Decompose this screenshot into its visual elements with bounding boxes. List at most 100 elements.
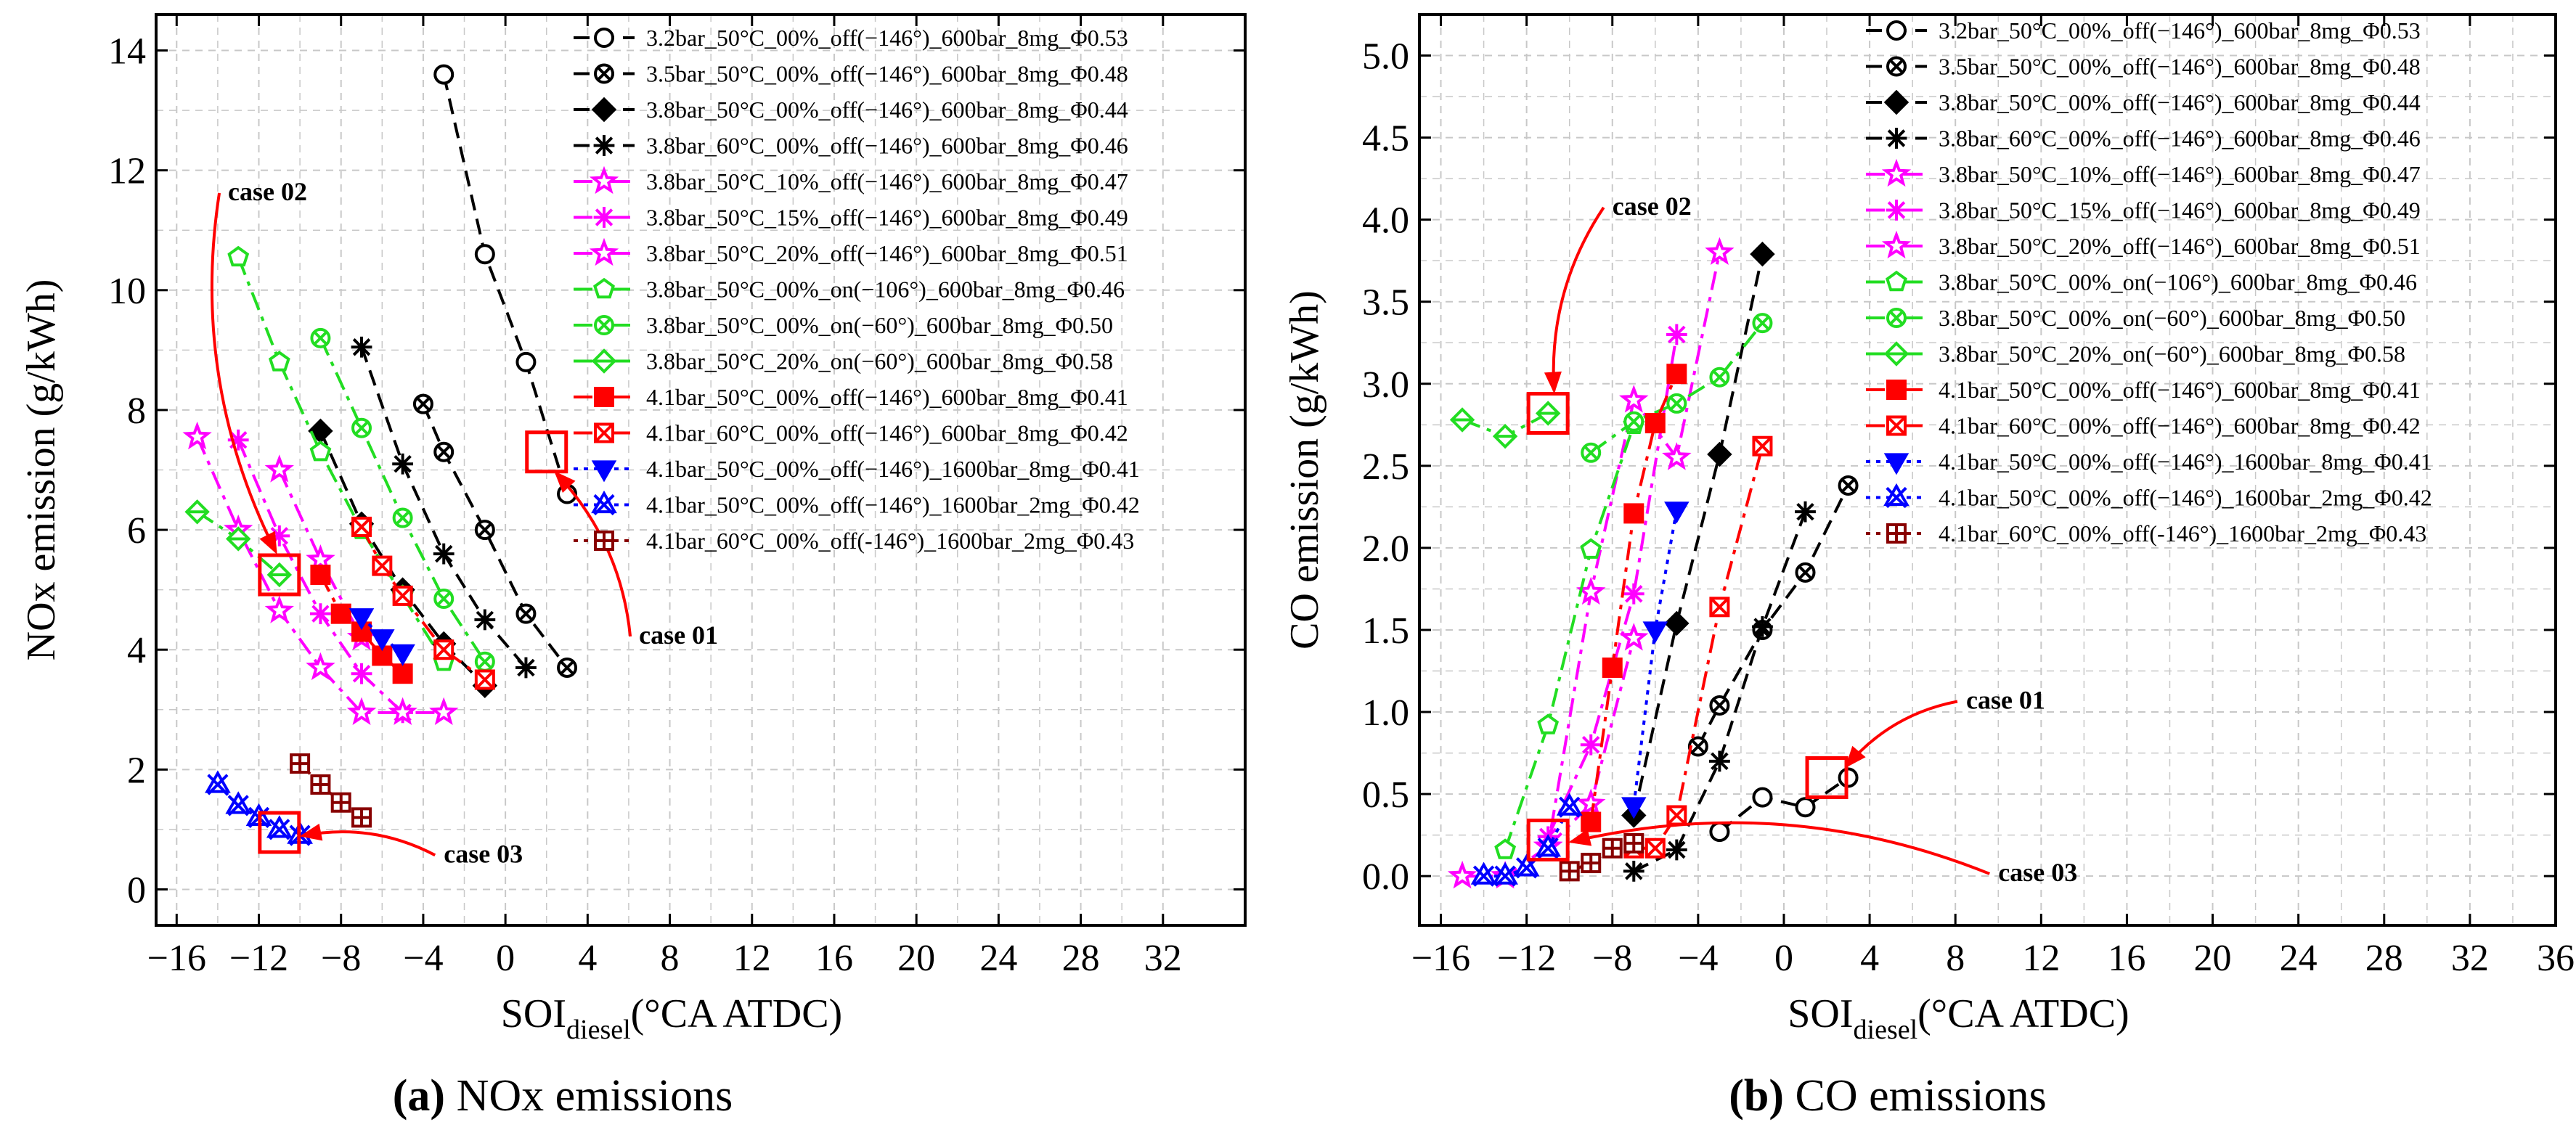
x-tick-label: 20	[897, 938, 935, 979]
data-point	[1581, 811, 1602, 832]
data-point	[392, 453, 414, 475]
legend-label: 3.8bar_50°C_20%_off(−146°)_600bar_8mg_Φ0…	[646, 240, 1128, 266]
y-tick-label: 5.0	[1362, 36, 1409, 78]
x-axis-title-main: SOI	[1788, 991, 1853, 1036]
legend-marker	[593, 207, 615, 228]
gridlines	[156, 15, 1245, 925]
legend-label: 3.8bar_50°C_00%_off(−146°)_600bar_8mg_Φ0…	[1939, 89, 2421, 115]
data-point	[1581, 442, 1602, 463]
data-point	[1708, 750, 1730, 772]
series-2	[412, 393, 578, 678]
legend-marker	[591, 348, 617, 374]
legend-marker	[593, 277, 615, 299]
data-point	[1664, 501, 1690, 524]
data-point	[1709, 597, 1730, 618]
series-9	[310, 327, 495, 672]
caption-a: (a) NOx emissions	[393, 1071, 733, 1121]
data-point	[1618, 385, 1649, 413]
legend-item: 4.1bar_60°C_00%_off(-146°)_1600bar_2mg_Φ…	[1866, 520, 2426, 546]
case-arrow-head	[1544, 371, 1562, 394]
data-point	[1666, 839, 1687, 861]
series-11	[310, 564, 413, 684]
data-point	[1709, 367, 1730, 388]
series-line	[1719, 776, 1849, 833]
case-annotations: case 01 case 02 case 03	[210, 177, 718, 868]
legend-marker	[1881, 230, 1912, 259]
data-point	[1623, 832, 1644, 853]
x-tick-label: 16	[815, 938, 853, 979]
x-axis-title-rest: (°CA ATDC)	[631, 991, 843, 1036]
legend-item: 3.8bar_50°C_10%_off(−146°)_600bar_8mg_Φ0…	[574, 165, 1128, 195]
legend-label: 3.8bar_50°C_15%_off(−146°)_600bar_8mg_Φ0…	[1939, 197, 2421, 224]
x-tick-label: 36	[2537, 938, 2575, 979]
legend-label: 3.2bar_50°C_00%_off(−146°)_600bar_8mg_Φ0…	[646, 25, 1128, 51]
data-point	[474, 520, 495, 541]
legend-item: 3.8bar_50°C_20%_on(−60°)_600bar_8mg_Φ0.5…	[1866, 341, 2405, 367]
y-tick-label: 3.0	[1362, 364, 1409, 406]
data-point	[515, 657, 537, 679]
data-point	[349, 608, 375, 631]
case-label: case 02	[228, 177, 307, 206]
data-point	[1602, 838, 1623, 859]
data-point	[1580, 538, 1602, 559]
data-point	[1838, 475, 1859, 496]
legend-item: 3.8bar_50°C_00%_off(−146°)_600bar_8mg_Φ0…	[574, 97, 1128, 123]
series-13	[349, 608, 415, 666]
caption-b-text: CO emissions	[1784, 1071, 2047, 1121]
y-tick-label: 10	[108, 271, 146, 312]
data-point	[1644, 413, 1666, 434]
x-axis-title-main: SOI	[501, 991, 566, 1036]
data-point	[306, 652, 335, 681]
data-point	[392, 585, 413, 606]
legend-item: 3.8bar_50°C_15%_off(−146°)_600bar_8mg_Φ0…	[1866, 197, 2421, 224]
data-point	[1535, 834, 1562, 859]
x-tick-label: 8	[1946, 938, 1965, 979]
data-point	[266, 562, 293, 588]
case-arrow-head	[554, 470, 576, 494]
legend-label: 4.1bar_60°C_00%_off(−146°)_600bar_8mg_Φ0…	[1939, 413, 2421, 439]
data-point	[1619, 623, 1649, 651]
data-point	[310, 603, 331, 625]
case-arrow	[302, 830, 436, 857]
data-point	[1449, 407, 1475, 433]
case-highlight-box	[1526, 818, 1570, 861]
series-13	[1621, 501, 1690, 819]
series-line	[422, 403, 568, 669]
series-15	[1559, 832, 1644, 882]
legend: 3.2bar_50°C_00%_off(−146°)_600bar_8mg_Φ0…	[574, 25, 1140, 554]
legend-label: 3.2bar_50°C_00%_off(−146°)_600bar_8mg_Φ0…	[1939, 17, 2421, 44]
data-point	[306, 544, 335, 573]
x-tick-label: 20	[2194, 938, 2232, 979]
legend-label: 3.8bar_50°C_00%_on(−60°)_600bar_8mg_Φ0.5…	[646, 312, 1113, 338]
legend-item: 4.1bar_60°C_00%_off(−146°)_600bar_8mg_Φ0…	[574, 420, 1128, 446]
data-point	[1666, 805, 1687, 826]
legend-item: 3.8bar_50°C_20%_off(−146°)_600bar_8mg_Φ0…	[574, 237, 1128, 266]
series-14	[1470, 793, 1583, 887]
legend-item: 3.8bar_60°C_00%_off(−146°)_600bar_8mg_Φ0…	[1866, 126, 2421, 152]
data-point	[225, 526, 251, 552]
plot-frame	[1418, 13, 2557, 927]
legend-marker	[594, 422, 614, 443]
legend-label: 4.1bar_50°C_00%_off(−146°)_600bar_8mg_Φ0…	[1939, 377, 2421, 403]
case-arrow-head	[299, 823, 323, 841]
series-11	[1581, 364, 1687, 832]
caption-b-letter: (b)	[1729, 1071, 1784, 1121]
data-point	[1642, 621, 1668, 644]
legend-marker	[593, 135, 615, 156]
data-point	[310, 327, 331, 348]
legend-item: 4.1bar_60°C_00%_off(−146°)_600bar_8mg_Φ0…	[1866, 413, 2421, 439]
series-line	[1462, 252, 1721, 878]
legend-marker	[594, 28, 614, 48]
data-point	[1709, 695, 1730, 716]
data-point	[1559, 861, 1580, 882]
data-point	[290, 753, 311, 774]
x-tick-label: 24	[979, 938, 1017, 979]
legend-marker	[589, 165, 619, 195]
legend-marker	[1886, 56, 1907, 77]
data-point	[1707, 441, 1732, 467]
case-arrow	[1552, 206, 1605, 391]
legend-label: 3.8bar_60°C_00%_off(−146°)_600bar_8mg_Φ0…	[1939, 126, 2421, 152]
legend-marker	[1886, 308, 1907, 328]
legend-label: 3.8bar_60°C_00%_off(−146°)_600bar_8mg_Φ0…	[646, 133, 1128, 159]
case-annotations: case 01 case 02 case 03	[1544, 192, 2077, 887]
